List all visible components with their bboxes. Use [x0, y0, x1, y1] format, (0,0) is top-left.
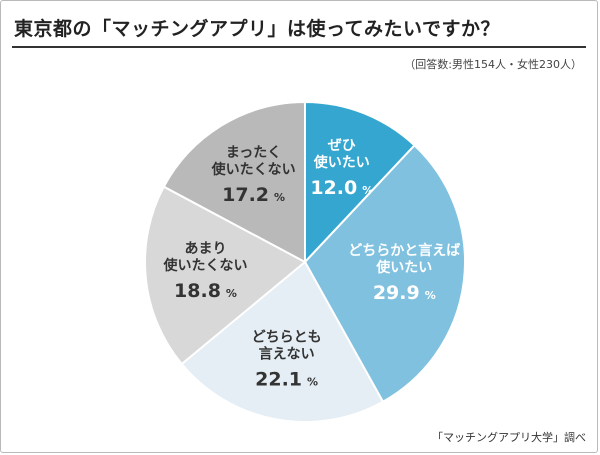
pie-label-line: 使いたい: [375, 259, 432, 276]
pie-unit: %: [226, 287, 237, 300]
source-credit: 「マッチングアプリ大学」調べ: [432, 431, 586, 444]
pie-slice-3: [144, 185, 307, 366]
pie-unit: %: [307, 375, 318, 388]
pie-slice-2: [180, 260, 385, 423]
respondent-count-note: （回答数:男性154人・女性230人）: [404, 58, 582, 71]
pie-unit: %: [362, 184, 373, 197]
pie-slice-4: [162, 100, 306, 264]
pie-slice-0: [304, 100, 416, 265]
pie-label-4: まったく使いたくない 17.2%: [211, 145, 296, 206]
chart-title: 東京都の「マッチングアプリ」は使ってみたいですか？: [14, 18, 500, 40]
pie-value: 18.8: [174, 280, 221, 302]
pie-label-line: 言えない: [259, 345, 315, 362]
pie-label-line: 使いたくない: [211, 161, 296, 178]
pie-unit: %: [274, 191, 285, 204]
pie-label-line: まったく: [226, 145, 281, 161]
pie-value: 29.9: [373, 282, 420, 304]
pie-slice-1: [303, 143, 466, 404]
pie-label-0: ぜひ使いたい 12.0%: [310, 138, 373, 199]
pie-label-line: どちらとも: [252, 329, 322, 345]
pie-label-3: あまり使いたくない 18.8%: [163, 241, 248, 302]
pie-label-2: どちらとも言えない 22.1%: [252, 329, 322, 390]
pie-value: 17.2: [222, 184, 269, 206]
pie-label-line: どちらかと言えば: [348, 242, 460, 259]
pie-value: 12.0: [310, 177, 357, 199]
pie-label-line: ぜひ: [328, 138, 356, 154]
pie-label-line: あまり: [185, 241, 227, 257]
pie-label-line: 使いたい: [313, 154, 370, 171]
pie-label-1: どちらかと言えば使いたい 29.9%: [348, 242, 460, 304]
pie-label-line: 使いたくない: [163, 257, 248, 274]
pie-unit: %: [425, 289, 436, 302]
title-divider: [12, 46, 586, 48]
pie-value: 22.1: [255, 368, 302, 390]
